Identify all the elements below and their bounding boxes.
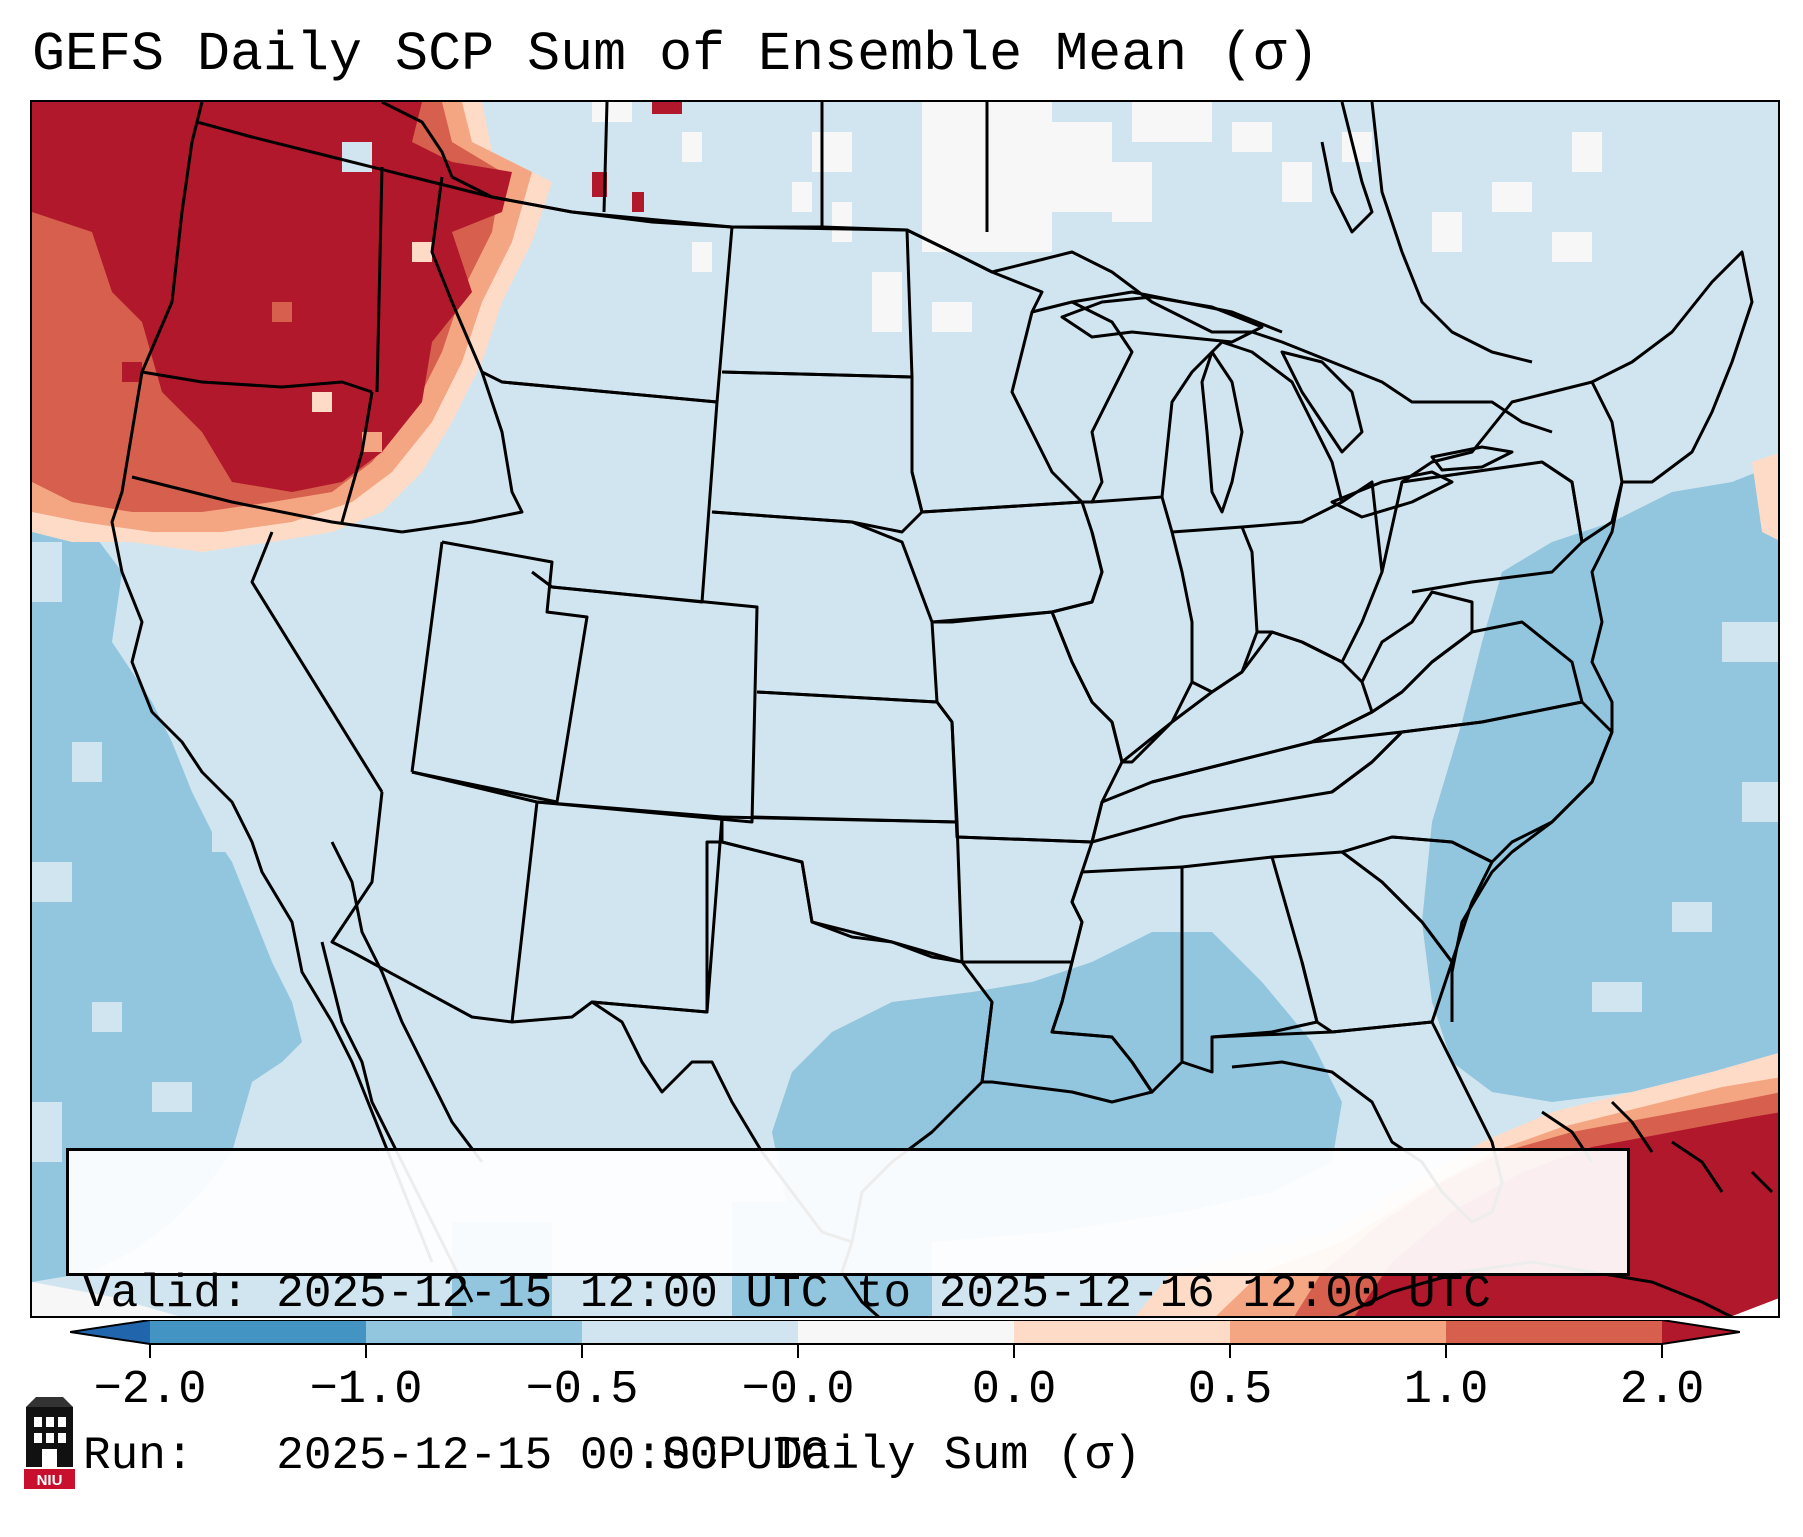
- map-title: GEFS Daily SCP Sum of Ensemble Mean (σ): [32, 23, 1320, 86]
- alberta-sask-border: [602, 102, 609, 213]
- colorbar: [70, 1320, 1740, 1358]
- scp-field-map: [32, 102, 1778, 1316]
- ut-border: [411, 540, 589, 804]
- lake-erie: [1330, 470, 1454, 519]
- colorbar-tick-label: −0.0: [741, 1364, 855, 1417]
- domain-corner-right: [1732, 1298, 1778, 1316]
- colorbar-bin-6: [1230, 1320, 1446, 1344]
- colorbar-bin-5: [1014, 1320, 1230, 1344]
- il-border: [1050, 495, 1194, 764]
- colorbar-ticks: [149, 1344, 1663, 1358]
- colorbar-extend-low: [70, 1320, 150, 1344]
- east-coastline: [1450, 481, 1624, 1022]
- colorbar-tick-label: 2.0: [1619, 1364, 1705, 1417]
- colorbar-extend-high: [1662, 1320, 1740, 1344]
- validity-info-box: Valid: 2025-12-15 12:00 UTC to 2025-12-1…: [66, 1148, 1630, 1482]
- nv-ut-border: [410, 541, 444, 773]
- atlantic-east-pale: [1752, 453, 1778, 540]
- colorbar-label: SCP Daily Sum (σ): [661, 1430, 1142, 1483]
- ontario-quebec-border: [1370, 102, 1533, 364]
- colorbar-bin-2: [366, 1320, 582, 1344]
- colorbar-tick-label: −1.0: [309, 1364, 423, 1417]
- lake-huron: [1280, 350, 1364, 454]
- or-ca-border: [131, 475, 403, 534]
- new-england-border: [1591, 250, 1754, 484]
- colorbar-tick-label: −2.0: [93, 1364, 207, 1417]
- map-panel[interactable]: [30, 100, 1780, 1318]
- colorbar-tick-label: 0.5: [1187, 1364, 1273, 1417]
- valid-time-line: Valid: 2025-12-15 12:00 UTC to 2025-12-1…: [83, 1268, 1491, 1320]
- colorbar-tick-label: 0.0: [971, 1364, 1057, 1417]
- ny-border: [1401, 380, 1624, 544]
- or-id-border: [340, 391, 374, 523]
- coastlines-and-borders: [110, 102, 1774, 1316]
- mi-border: [1160, 340, 1344, 503]
- bahamas-2: [1610, 1100, 1654, 1153]
- colorbar-bin-4: [798, 1320, 1014, 1344]
- pnw-speckle: [122, 102, 682, 452]
- domain-corner-left: [32, 1282, 179, 1316]
- pacific-negative-region: [32, 502, 302, 1282]
- colorbar-tick-label: −0.5: [525, 1364, 639, 1417]
- lake-michigan: [1200, 350, 1244, 514]
- lake-superior: [1060, 295, 1264, 344]
- pnw-extreme-positive: [32, 102, 512, 492]
- az-border: [330, 770, 539, 1024]
- wv-border: [1360, 590, 1474, 714]
- bahamas-3: [1671, 1140, 1724, 1193]
- run-time-line: Run: 2025-12-15 00:00 UTC: [83, 1430, 829, 1482]
- hudson-bay-edge: [1320, 102, 1374, 234]
- niu-building-logo: NIU: [24, 1397, 75, 1489]
- wa-or-border: [141, 370, 373, 394]
- bahamas-4: [1750, 1170, 1774, 1194]
- colorbar-tick-label: 1.0: [1403, 1364, 1489, 1417]
- logo-text: NIU: [37, 1472, 63, 1489]
- baja-gulf-coast: [330, 841, 484, 1163]
- colorbar-bin-3: [582, 1320, 798, 1344]
- id-border: [401, 176, 524, 534]
- ms-border: [1050, 865, 1184, 1094]
- lake-ontario: [1430, 445, 1514, 472]
- pacific-light-patches: [32, 542, 232, 1162]
- atlantic-light-patches: [1592, 622, 1778, 1012]
- wa-id-border: [375, 166, 384, 393]
- ca-nv-border: [250, 531, 384, 793]
- colorbar-bin-1: [150, 1320, 366, 1344]
- colorbar-bin-7: [1446, 1320, 1662, 1344]
- bc-alberta-border: [381, 102, 454, 178]
